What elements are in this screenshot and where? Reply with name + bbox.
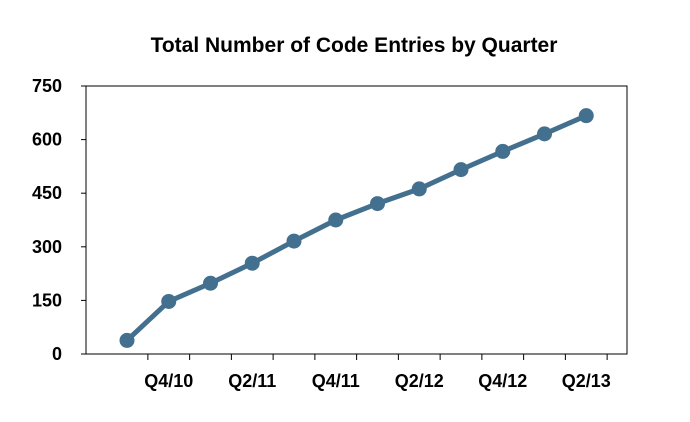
data-point <box>453 162 469 178</box>
x-tick-label: Q4/11 <box>312 371 360 391</box>
data-point <box>578 108 594 124</box>
chart-title: Total Number of Code Entries by Quarter <box>151 34 558 57</box>
x-tick-label: Q2/12 <box>395 371 444 391</box>
data-point <box>370 196 385 212</box>
series-layer <box>119 108 594 348</box>
x-axis: Q4/10 Q2/11 Q4/11 Q2/12 Q4/12 Q2/13 <box>144 354 611 391</box>
data-point <box>411 181 427 197</box>
x-tick-label: Q2/13 <box>562 371 611 391</box>
data-point <box>328 212 344 228</box>
y-tick-label: 450 <box>32 183 62 203</box>
y-axis: 0 150 300 450 600 750 <box>32 76 86 364</box>
y-tick-label: 300 <box>32 237 62 257</box>
data-point <box>286 233 302 249</box>
data-point <box>161 293 177 309</box>
x-tick-label: Q2/11 <box>228 371 276 391</box>
data-point <box>495 143 511 159</box>
series-line <box>124 113 589 343</box>
data-point <box>537 126 552 142</box>
plot-area-frame <box>85 85 628 355</box>
y-tick-label: 0 <box>52 344 62 364</box>
data-point <box>119 332 135 348</box>
data-point <box>203 275 218 291</box>
x-tick-label: Q4/12 <box>478 371 527 391</box>
y-tick-label: 150 <box>32 290 62 310</box>
y-tick-label: 750 <box>32 76 62 96</box>
x-tick-label: Q4/10 <box>144 371 193 391</box>
y-tick-label: 600 <box>32 130 62 150</box>
data-point <box>244 255 260 271</box>
